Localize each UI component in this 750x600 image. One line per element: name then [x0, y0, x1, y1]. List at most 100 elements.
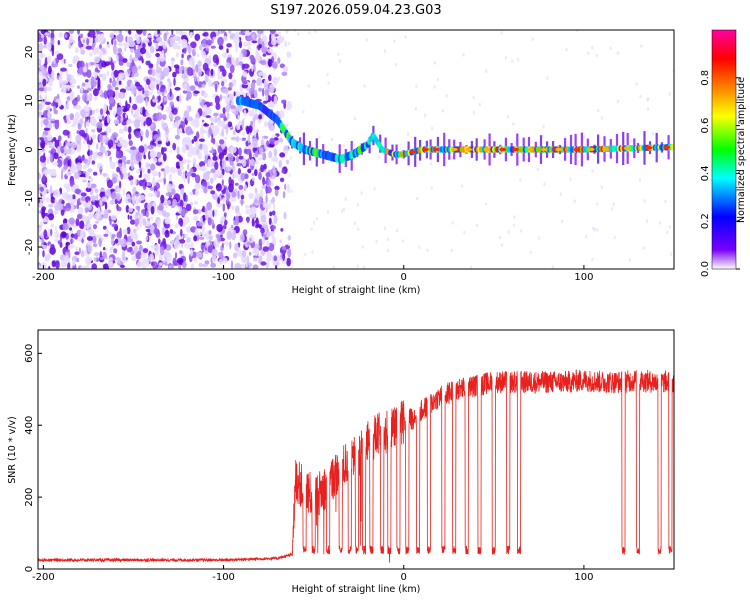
noise-blob — [76, 144, 82, 153]
noise-blob — [195, 140, 200, 149]
noise-blob — [512, 122, 515, 126]
noise-blob — [227, 193, 231, 199]
noise-blob — [179, 219, 183, 227]
noise-blob — [201, 122, 204, 128]
noise-blob — [116, 78, 121, 87]
noise-blob — [38, 87, 46, 92]
noise-blob — [258, 114, 262, 120]
noise-blob — [159, 52, 163, 60]
noise-blob — [271, 221, 274, 226]
noise-blob — [71, 124, 76, 128]
noise-blob — [261, 41, 265, 49]
noise-blob — [217, 120, 224, 127]
noise-blob — [152, 170, 159, 177]
noise-blob — [260, 60, 267, 66]
noise-blob — [250, 121, 254, 126]
noise-blob — [266, 140, 270, 147]
noise-blob — [74, 251, 80, 255]
noise-blob — [177, 170, 183, 176]
noise-blob — [273, 148, 278, 157]
noise-blob — [78, 66, 84, 75]
noise-blob — [46, 43, 52, 51]
noise-blob — [275, 156, 279, 164]
noise-blob — [140, 253, 147, 259]
noise-blob — [595, 53, 598, 58]
noise-blob — [573, 199, 576, 203]
noise-blob — [155, 52, 161, 58]
noise-blob — [113, 119, 119, 125]
noise-blob — [183, 158, 187, 164]
noise-blob — [560, 219, 564, 224]
noise-blob — [635, 82, 638, 87]
noise-blob — [275, 264, 278, 269]
noise-blob — [185, 233, 188, 238]
noise-blob — [209, 101, 213, 107]
noise-blob — [190, 263, 195, 269]
noise-blob — [282, 37, 285, 41]
noise-blob — [338, 59, 342, 63]
noise-blob — [257, 33, 261, 39]
noise-blob — [256, 30, 264, 35]
noise-blob — [86, 38, 90, 46]
noise-blob — [500, 31, 503, 35]
noise-blob — [88, 222, 91, 228]
noise-blob — [616, 51, 619, 55]
noise-blob — [66, 101, 70, 109]
noise-blob — [441, 108, 444, 113]
noise-blob — [103, 105, 108, 113]
noise-blob — [612, 202, 615, 207]
noise-blob — [115, 192, 121, 202]
noise-blob — [134, 178, 137, 186]
noise-blob — [49, 134, 52, 141]
noise-blob — [155, 42, 159, 50]
noise-blob — [114, 39, 117, 49]
noise-blob — [224, 136, 228, 140]
noise-blob — [168, 264, 172, 269]
noise-blob — [262, 72, 267, 79]
noise-blob — [282, 253, 285, 261]
noise-blob — [213, 174, 217, 181]
noise-blob — [101, 115, 105, 121]
noise-blob — [49, 118, 56, 122]
noise-blob — [179, 250, 183, 255]
noise-blob — [185, 194, 188, 203]
noise-blob — [630, 139, 633, 143]
noise-blob — [513, 215, 516, 219]
noise-blob — [254, 247, 259, 257]
noise-blob — [124, 113, 128, 119]
noise-blob — [136, 240, 142, 245]
noise-blob — [596, 202, 599, 207]
noise-blob — [393, 39, 396, 43]
noise-blob — [587, 51, 590, 55]
noise-blob — [460, 184, 464, 188]
noise-blob — [249, 159, 256, 167]
noise-blob — [282, 66, 289, 73]
noise-blob — [147, 91, 153, 96]
noise-blob — [186, 66, 193, 76]
noise-blob — [114, 198, 118, 205]
noise-blob — [302, 109, 305, 114]
noise-blob — [249, 30, 252, 33]
noise-blob — [126, 61, 131, 68]
noise-blob — [116, 153, 123, 159]
noise-blob — [194, 183, 201, 190]
noise-blob — [149, 225, 155, 235]
noise-blob — [274, 33, 279, 37]
x-tick-label: -100 — [212, 272, 235, 283]
noise-blob — [269, 137, 275, 145]
y-tick-label: -10 — [24, 190, 35, 206]
noise-blob — [127, 172, 131, 177]
noise-blob — [74, 188, 81, 195]
noise-blob — [265, 95, 269, 101]
noise-blob — [273, 261, 277, 266]
noise-blob — [111, 176, 117, 184]
noise-blob — [113, 248, 118, 254]
noise-blob — [196, 221, 204, 227]
noise-blob — [68, 43, 72, 49]
noise-blob — [229, 105, 236, 109]
noise-blob — [178, 239, 186, 244]
noise-blob — [202, 242, 206, 246]
noise-blob — [519, 178, 522, 182]
noise-blob — [97, 152, 103, 156]
y-tick-label: 10 — [24, 94, 35, 107]
